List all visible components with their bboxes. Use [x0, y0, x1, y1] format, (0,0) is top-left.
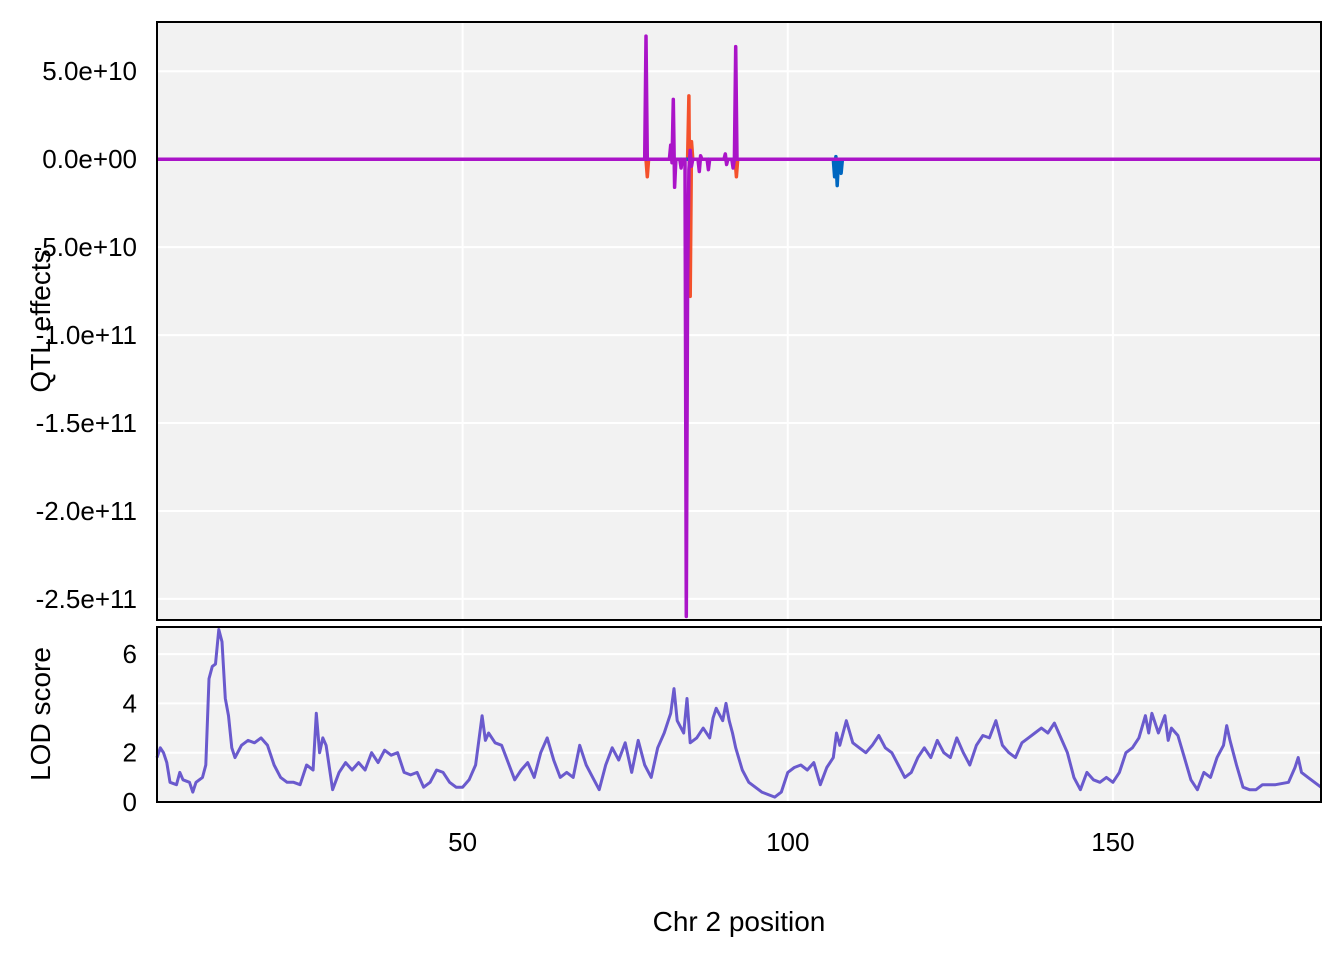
top-panel-background: [157, 22, 1321, 620]
top-y-axis-title: QTL effects: [25, 249, 56, 392]
top-y-tick-label-2: -5.0e+10: [34, 232, 137, 262]
bottom-panel-background: [157, 627, 1321, 802]
x-tick-labels: 50 100 150: [448, 827, 1134, 857]
bottom-y-tick-labels: 0 2 4 6: [123, 639, 137, 817]
bottom-panel-border: [156, 626, 1322, 803]
bottom-y-tick-label-0: 0: [123, 787, 137, 817]
bottom-y-axis-title: LOD score: [25, 647, 56, 781]
bottom-y-tick-label-1: 2: [123, 738, 137, 768]
top-series-line-0: [157, 94, 1321, 299]
top-y-tick-label-6: -2.5e+11: [36, 584, 137, 614]
top-y-tick-label-4: -1.5e+11: [36, 408, 137, 438]
bottom-series-lines: [155, 628, 1322, 799]
top-series-lines: [157, 34, 1321, 619]
x-tick-label-2: 150: [1091, 827, 1134, 857]
bottom-y-tick-label-2: 4: [123, 688, 137, 718]
top-series-line-2: [157, 34, 1321, 619]
top-y-tick-label-1: 0.0e+00: [42, 144, 137, 174]
x-tick-label-0: 50: [448, 827, 477, 857]
x-axis-title: Chr 2 position: [653, 906, 826, 937]
top-series-line-1: [157, 154, 1321, 188]
bottom-panel: 0 2 4 6 50 100 150: [123, 626, 1322, 857]
top-panel-border: [156, 21, 1322, 621]
top-y-tick-labels: 5.0e+10 0.0e+00 -5.0e+10 -1.0e+11 -1.5e+11 -2…: [34, 56, 137, 614]
top-y-tick-label-5: -2.0e+11: [36, 496, 137, 526]
x-tick-label-1: 100: [766, 827, 809, 857]
bottom-y-tick-label-3: 6: [123, 639, 137, 669]
top-y-tick-label-0: 5.0e+10: [42, 56, 137, 86]
top-panel: 5.0e+10 0.0e+00 -5.0e+10 -1.0e+11 -1.5e+11 -2…: [34, 21, 1322, 621]
top-y-tick-label-3: -1.0e+11: [36, 320, 137, 350]
lod-series-line-0: [155, 628, 1322, 799]
